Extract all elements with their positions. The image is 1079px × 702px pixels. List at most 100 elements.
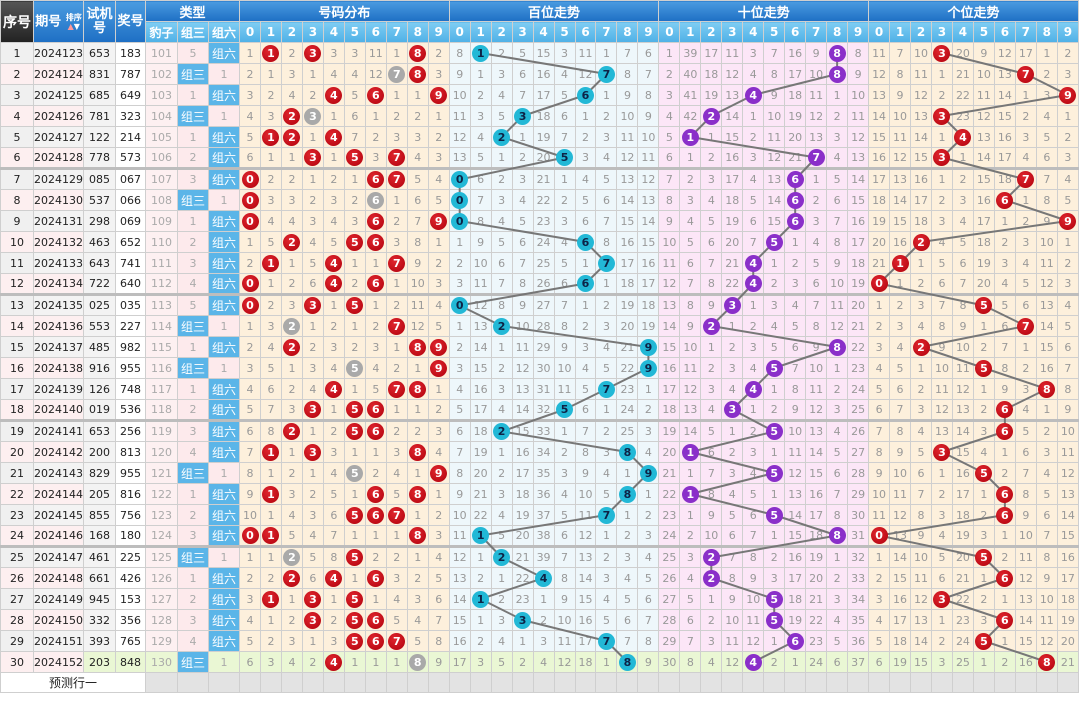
ge-cell: 7 xyxy=(1035,525,1058,548)
bai-cell: 10 xyxy=(553,357,576,379)
predict-cell[interactable] xyxy=(511,672,534,693)
predict-cell[interactable] xyxy=(805,672,828,693)
predict-cell[interactable] xyxy=(868,672,891,693)
number-ball: 7 xyxy=(388,317,406,335)
predict-cell[interactable] xyxy=(364,672,387,693)
bai-cell: 15 xyxy=(511,420,534,442)
bai-cell: 1 xyxy=(490,336,513,358)
number-ball: 5 xyxy=(346,423,364,440)
ge-cell: 18 xyxy=(972,231,995,253)
shi-cell: 3 xyxy=(721,357,744,379)
bai-cell: 20 xyxy=(469,462,492,484)
predict-cell[interactable] xyxy=(616,672,639,693)
predict-cell[interactable] xyxy=(826,672,849,693)
table-row: 12 2024134 722 640 112 4 组六 0 1 2 6 4 2 6 1 10 3 3 11 7 8 26 6… xyxy=(0,273,1079,296)
shi-cell: 12 xyxy=(658,273,681,296)
row-index: 25 xyxy=(0,546,34,568)
predict-cell[interactable] xyxy=(574,672,597,693)
predict-cell[interactable] xyxy=(1056,672,1079,693)
ge-ball: 4 xyxy=(954,128,972,146)
ge-cell: 4 xyxy=(1014,147,1037,170)
bai-cell: 11 xyxy=(574,504,597,526)
ge-cell: 12 xyxy=(889,147,912,170)
ge-cell: 6 xyxy=(993,315,1016,337)
predict-cell[interactable] xyxy=(301,672,324,693)
zusan-cell: 组三 xyxy=(177,546,209,568)
distribution-cell: 3 xyxy=(301,42,324,64)
predict-cell[interactable] xyxy=(763,672,786,693)
shi-cell: 8 xyxy=(826,63,849,85)
distribution-cell: 2 xyxy=(427,504,450,526)
ge-cell: 7 xyxy=(1056,357,1079,379)
shi-ball: 4 xyxy=(744,380,762,398)
predict-cell[interactable] xyxy=(1014,672,1037,693)
predict-cell[interactable] xyxy=(742,672,765,693)
shi-cell: 29 xyxy=(847,483,870,505)
bai-cell: 3 xyxy=(511,609,534,631)
shi-cell: 20 xyxy=(658,441,681,463)
predict-cell[interactable] xyxy=(553,672,576,693)
header-shi-digit-4: 4 xyxy=(742,21,765,43)
trial-number: 203 xyxy=(83,651,116,673)
predict-cell[interactable] xyxy=(343,672,366,693)
predict-cell[interactable] xyxy=(679,672,702,693)
shi-cell: 1 xyxy=(679,504,702,526)
distribution-cell: 2 xyxy=(280,336,303,358)
predict-cell[interactable] xyxy=(145,672,178,693)
shi-ball: 8 xyxy=(828,527,846,544)
predict-cell[interactable] xyxy=(784,672,807,693)
predict-cell[interactable] xyxy=(721,672,744,693)
header-period[interactable]: 期号 排序 ▲▼ xyxy=(33,0,84,43)
predict-cell[interactable] xyxy=(972,672,995,693)
predict-cell[interactable] xyxy=(910,672,932,693)
predict-cell[interactable] xyxy=(469,672,492,693)
bai-cell: 36 xyxy=(532,483,555,505)
predict-cell[interactable] xyxy=(406,672,429,693)
bai-cell: 21 xyxy=(469,483,492,505)
predict-cell[interactable] xyxy=(658,672,681,693)
predict-cell[interactable] xyxy=(993,672,1016,693)
number-ball: 3 xyxy=(304,149,322,166)
shi-cell: 4 xyxy=(721,378,744,400)
ge-cell: 4 xyxy=(889,336,912,358)
predict-cell[interactable] xyxy=(700,672,723,693)
predict-cell[interactable] xyxy=(207,672,241,693)
predict-cell[interactable] xyxy=(951,672,974,693)
distribution-cell: 1 xyxy=(364,525,387,548)
predict-cell[interactable] xyxy=(637,672,660,693)
predict-cell[interactable] xyxy=(595,672,618,693)
predict-cell[interactable] xyxy=(448,672,471,693)
ge-cell: 7 xyxy=(868,420,891,442)
shi-cell: 11 xyxy=(742,609,765,631)
shi-cell: 3 xyxy=(700,378,723,400)
predict-cell[interactable] xyxy=(889,672,912,693)
sort-button[interactable]: 排序 ▲▼ xyxy=(65,12,82,31)
ge-cell: 14 xyxy=(889,189,912,211)
predict-cell[interactable] xyxy=(930,672,953,693)
ge-cell: 6 xyxy=(993,504,1016,526)
predict-cell[interactable] xyxy=(490,672,513,693)
ge-cell: 2 xyxy=(993,546,1016,568)
predict-cell[interactable] xyxy=(427,672,450,693)
distribution-cell: 2 xyxy=(322,315,345,337)
predict-cell[interactable] xyxy=(259,672,282,693)
predict-cell[interactable] xyxy=(280,672,303,693)
shi-cell: 4 xyxy=(658,105,681,127)
shi-cell: 1 xyxy=(679,483,702,505)
number-ball: 2 xyxy=(283,549,301,566)
bai-cell: 3 xyxy=(490,609,513,631)
distribution-cell: 1 xyxy=(343,378,366,400)
shi-cell: 13 xyxy=(847,147,870,170)
row-index: 30 xyxy=(0,651,34,673)
bai-cell: 18 xyxy=(637,294,660,316)
predict-cell[interactable] xyxy=(239,672,261,693)
predict-cell[interactable] xyxy=(177,672,209,693)
predict-cell[interactable] xyxy=(847,672,870,693)
shi-cell: 27 xyxy=(847,441,870,463)
shi-cell: 6 xyxy=(742,210,765,232)
predict-cell[interactable] xyxy=(532,672,555,693)
predict-cell[interactable] xyxy=(1035,672,1058,693)
predict-cell[interactable] xyxy=(385,672,408,693)
predict-cell[interactable] xyxy=(322,672,345,693)
bai-cell: 4 xyxy=(448,378,471,400)
